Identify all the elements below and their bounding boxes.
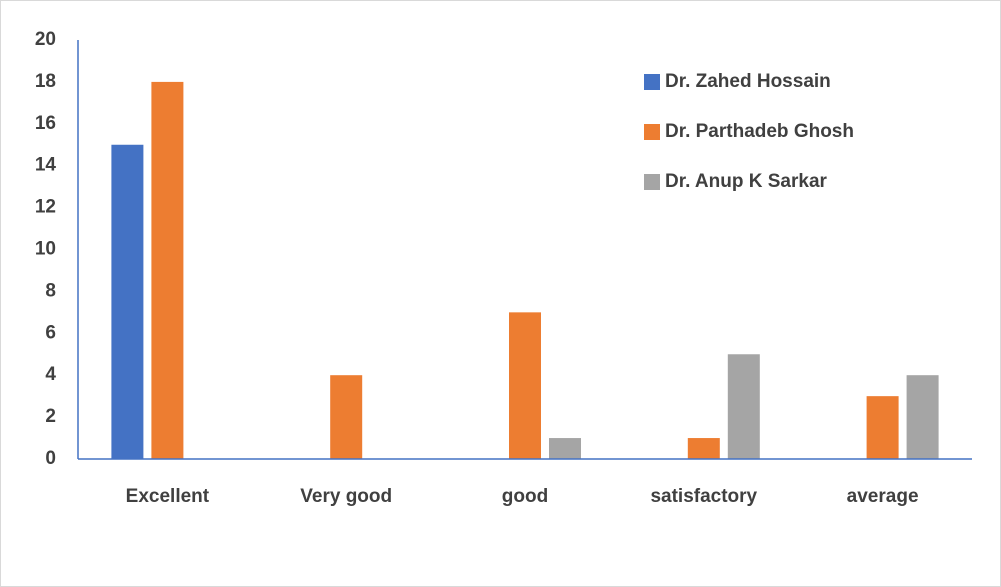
x-tick-label: satisfactory (650, 486, 757, 507)
bar (687, 438, 720, 459)
x-tick-label: Excellent (126, 486, 210, 507)
x-tick-label: average (847, 486, 919, 507)
legend-label: Dr. Anup K Sarkar (665, 171, 828, 192)
bar (866, 396, 899, 459)
bar (549, 438, 581, 459)
y-tick-label: 4 (45, 364, 56, 385)
legend-swatch (644, 124, 660, 140)
y-tick-label: 20 (35, 29, 56, 50)
y-tick-label: 6 (45, 322, 56, 343)
y-tick-label: 10 (35, 239, 56, 260)
x-tick-label: Very good (300, 486, 392, 507)
y-tick-label: 2 (45, 406, 56, 427)
legend-label: Dr. Parthadeb Ghosh (665, 121, 854, 142)
legend-label: Dr. Zahed Hossain (665, 71, 831, 92)
legend-swatch (644, 174, 660, 190)
x-tick-label: good (502, 486, 548, 507)
bar (151, 81, 184, 460)
bar (906, 375, 939, 459)
y-tick-label: 14 (35, 155, 57, 176)
y-tick-label: 8 (45, 280, 56, 301)
legend-swatch (644, 74, 660, 90)
y-tick-label: 12 (35, 197, 56, 218)
bar (509, 312, 541, 459)
bar (111, 144, 144, 459)
y-tick-label: 0 (45, 448, 56, 469)
bar (330, 375, 363, 459)
y-tick-label: 18 (35, 71, 56, 92)
y-tick-label: 16 (35, 113, 56, 134)
bar (727, 354, 760, 459)
